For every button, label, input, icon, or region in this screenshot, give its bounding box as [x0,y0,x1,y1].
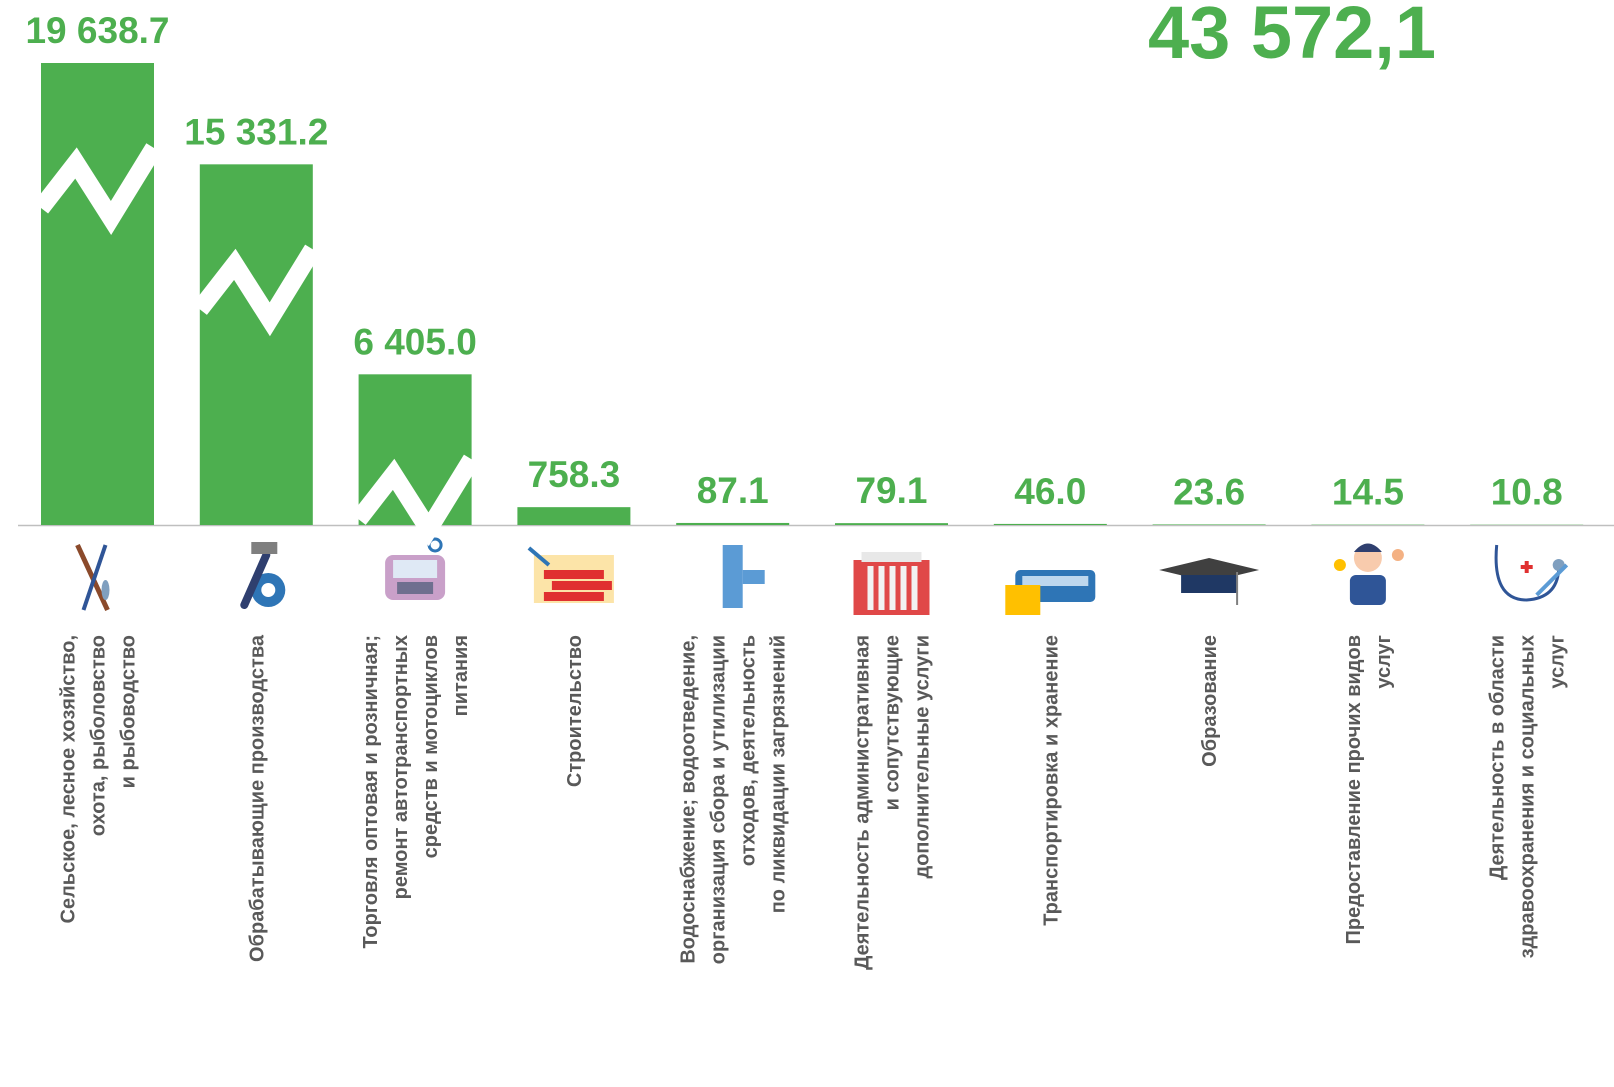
icon-part [1391,549,1404,561]
category-label: Строительство [564,635,586,787]
icon-part [1494,544,1561,602]
icon-part [81,544,108,611]
icon-part [1524,561,1529,573]
category-label: Торговля оптовая и розничная; ремонт авто… [360,635,472,949]
category-label: Сельское, лесное хозяйство, охота, рыболо… [58,635,140,924]
icon-part [878,566,885,610]
icon-part [101,580,110,600]
icon-part [527,546,551,567]
category-label: Деятельность административная и сопутству… [852,635,934,970]
category-label: Деятельность в области здравоохранения и … [1487,635,1569,958]
icon-part [543,592,604,601]
icon-part [889,566,896,610]
bar-decoration [192,244,321,337]
value-label: 15 331.2 [184,111,328,152]
icon-part [1181,575,1238,593]
category-label: Образование [1199,635,1221,767]
bar-decoration [33,143,162,235]
icon-part [900,566,907,610]
icon-part [867,566,874,610]
value-label: 23.6 [1173,471,1245,512]
value-label: 19 638.7 [25,10,169,51]
icon-part [742,570,765,584]
icon-part [393,560,438,578]
icon-part [1333,559,1346,571]
total-value: 43 572,1 [1148,0,1436,74]
value-label: 14.5 [1332,472,1404,513]
icon-part [1353,543,1382,552]
icon-part [551,581,612,590]
icon-part [861,552,922,562]
bar [993,523,1107,525]
category-label: Транспортировка и хранение [1040,635,1062,926]
icon-part [397,582,434,594]
value-label: 46.0 [1014,471,1086,512]
bar [517,507,631,525]
icon-part [1535,563,1569,597]
icon-part [911,566,918,610]
bar [835,523,948,525]
bar [199,164,313,525]
value-label: 79.1 [855,470,927,511]
value-label: 758.3 [528,454,621,495]
icon-part [543,570,604,579]
category-label: Предоставление прочих видов услуг [1343,635,1395,944]
icon-part [240,551,271,609]
category-label: Водоснабжение; водоотведение, организация… [678,635,790,964]
value-label: 6 405.0 [353,321,476,362]
bar [1152,524,1266,525]
bar [41,63,154,525]
value-label: 87.1 [697,470,769,511]
category-label: Обрабатывающие производства [246,634,268,962]
icon-part [722,545,743,608]
icon-part [1022,576,1089,586]
bar [676,522,790,525]
bar-decoration [351,454,480,547]
icon-part [1349,575,1386,605]
icon-part [251,542,278,554]
icon-part [1005,585,1041,615]
value-label: 10.8 [1491,472,1563,513]
icon-part [261,583,276,597]
icons [75,537,1569,615]
